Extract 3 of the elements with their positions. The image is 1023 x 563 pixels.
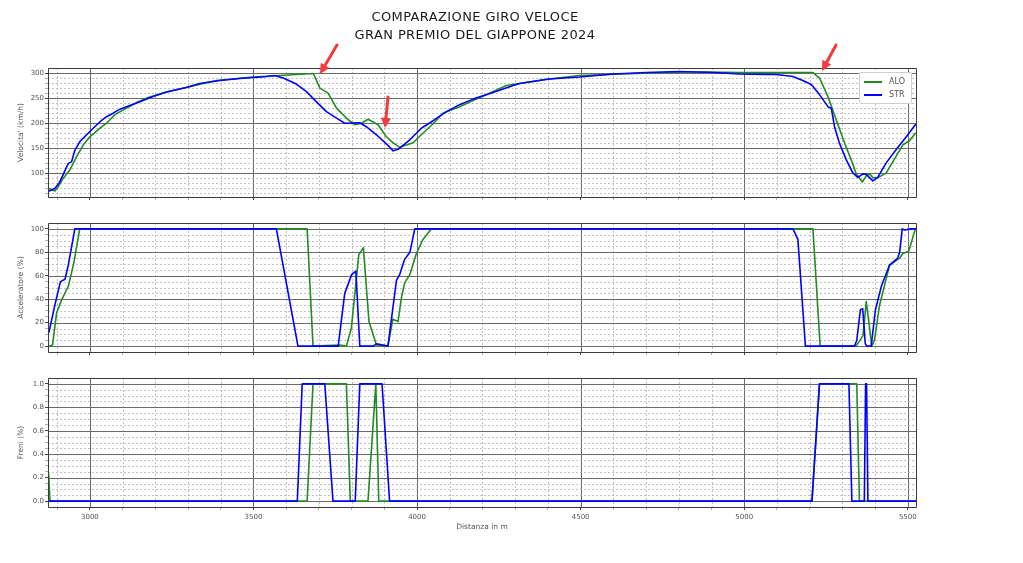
legend-label: STR — [889, 89, 905, 101]
chart-title: COMPARAZIONE GIRO VELOCE GRAN PREMIO DEL GIAPPONE 2024 — [353, 8, 597, 44]
legend-label: ALO — [889, 76, 905, 88]
